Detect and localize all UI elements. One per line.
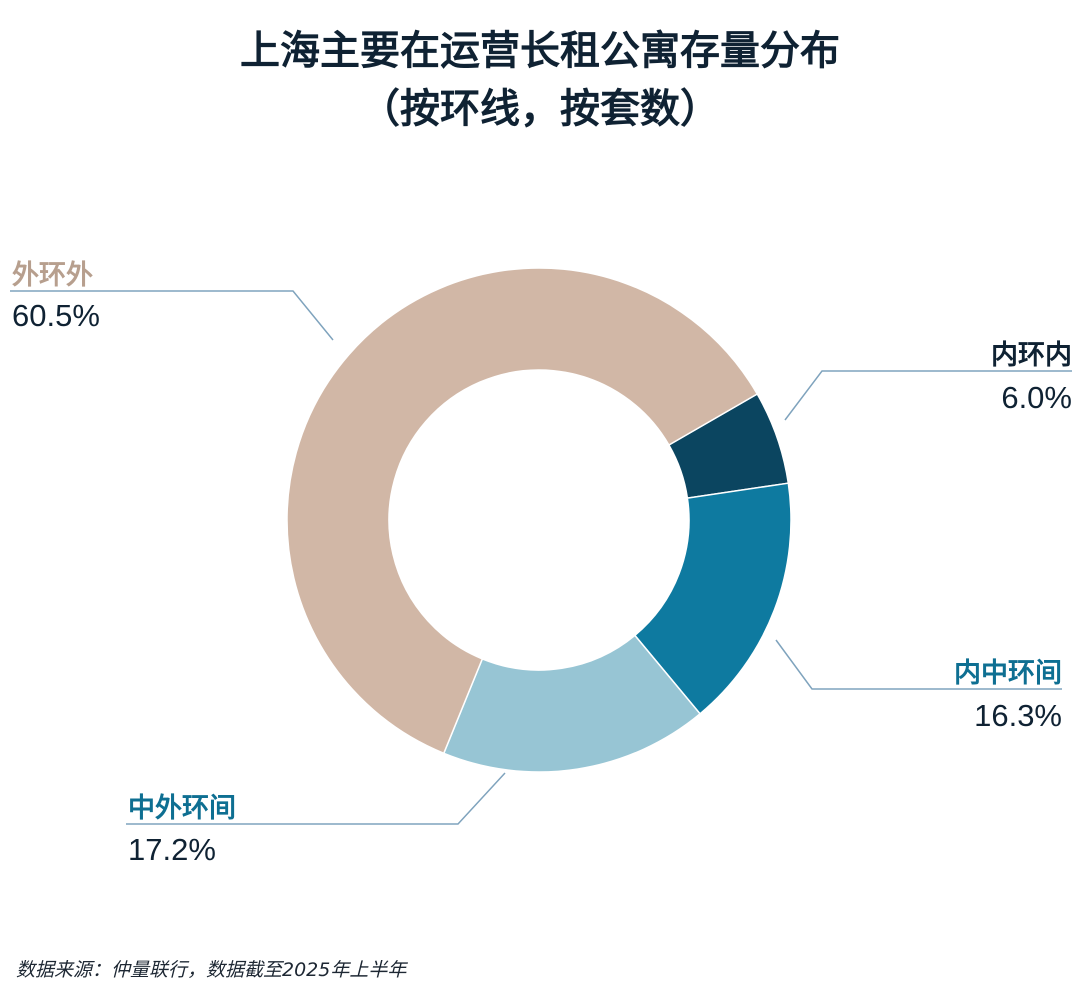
- source-note: 数据来源：仲量联行，数据截至2025年上半年: [16, 959, 407, 981]
- leader-lines: [10, 290, 1072, 825]
- leader-line-4: [10, 290, 334, 341]
- chart-title: 上海主要在运营长租公寓存量分布 （按环线，按套数）: [0, 22, 1080, 138]
- slice-3: [442, 634, 702, 773]
- chart-title-line-2: （按环线，按套数）: [360, 86, 720, 132]
- slice-value-2: 16.3%: [974, 698, 1062, 733]
- slice-labels: 内环内 6.0% 内中环间 16.3% 中外环间 17.2% 外环外 60.5%: [12, 260, 1072, 867]
- slice-label-4: 外环外: [12, 260, 93, 291]
- slice-value-1: 6.0%: [1001, 380, 1072, 415]
- chart-title-line-1: 上海主要在运营长租公寓存量分布: [240, 28, 840, 74]
- leader-line-1: [784, 370, 1072, 421]
- donut-slices: [286, 267, 792, 773]
- slice-label-3: 中外环间: [128, 793, 236, 824]
- slice-label-2: 内中环间: [954, 658, 1062, 689]
- slice-value-3: 17.2%: [128, 832, 216, 867]
- slice-label-1: 内环内: [991, 340, 1072, 371]
- leader-line-3: [126, 772, 506, 825]
- slice-value-4: 60.5%: [12, 298, 100, 333]
- slice-4: [286, 267, 759, 755]
- leader-line-2: [775, 639, 1062, 690]
